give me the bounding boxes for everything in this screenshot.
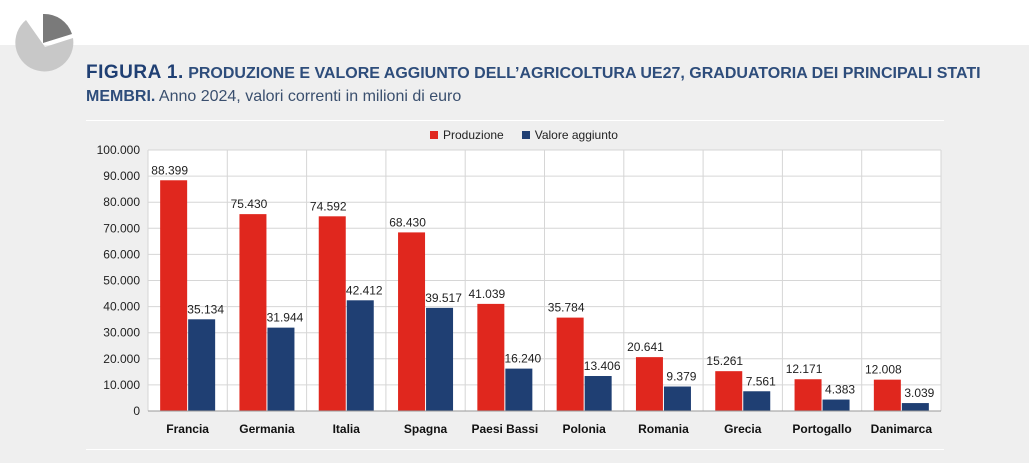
figure-title: FIGURA 1. PRODUZIONE E VALORE AGGIUNTO D… [86, 61, 986, 108]
x-category-label: Romania [638, 422, 689, 436]
bar-produzione [239, 214, 267, 411]
chart-legend: Produzione Valore aggiunto [430, 127, 636, 143]
bar-produzione [873, 379, 901, 411]
bar-produzione [794, 379, 822, 411]
data-label: 13.406 [584, 359, 621, 373]
bar-produzione [477, 303, 505, 411]
figure-subtitle: Anno 2024, valori correnti in milioni di… [158, 88, 462, 105]
figure-heading: PRODUZIONE E VALORE AGGIUNTO DELL’AGRICO… [86, 65, 981, 105]
bar-valore-aggiunto [267, 327, 295, 411]
x-category-label: Francia [166, 422, 209, 436]
x-category-label: Portogallo [792, 422, 851, 436]
bar-produzione [715, 371, 743, 411]
figure-label: FIGURA 1. [86, 62, 184, 83]
x-category-label: Polonia [562, 422, 606, 436]
x-category-label: Danimarca [871, 422, 933, 436]
data-label: 20.641 [627, 340, 664, 354]
legend-item-produzione: Produzione [430, 128, 504, 142]
data-label: 42.412 [346, 283, 383, 297]
bar-valore-aggiunto [188, 319, 216, 411]
y-tick-label: 20.000 [103, 352, 140, 366]
bar-valore-aggiunto [505, 368, 533, 411]
x-category-label: Germania [239, 422, 295, 436]
y-tick-label: 40.000 [103, 300, 140, 314]
bottom-divider [86, 449, 944, 450]
bar-produzione [160, 180, 188, 411]
data-label: 75.430 [231, 197, 268, 211]
data-label: 12.171 [786, 362, 823, 376]
bar-produzione [556, 317, 584, 411]
data-label: 35.134 [187, 302, 224, 316]
data-label: 16.240 [504, 352, 541, 366]
bar-produzione [635, 357, 663, 411]
data-label: 4.383 [825, 383, 855, 397]
data-label: 88.399 [151, 163, 188, 177]
bar-valore-aggiunto [901, 403, 929, 411]
legend-label-produzione: Produzione [443, 128, 504, 142]
x-category-label: Spagna [404, 422, 448, 436]
legend-item-valore-aggiunto: Valore aggiunto [521, 128, 618, 142]
legend-swatch-valore-aggiunto [521, 131, 530, 139]
data-label: 7.561 [746, 374, 776, 388]
y-tick-label: 60.000 [103, 247, 140, 261]
bar-produzione [318, 216, 346, 411]
bar-valore-aggiunto [584, 376, 612, 411]
bar-produzione [398, 232, 426, 411]
y-tick-label: 30.000 [103, 326, 140, 340]
data-label: 3.039 [904, 386, 934, 400]
y-tick-label: 10.000 [103, 378, 140, 392]
data-label: 39.517 [425, 291, 462, 305]
y-tick-label: 90.000 [103, 169, 140, 183]
data-label: 12.008 [865, 363, 902, 377]
bar-valore-aggiunto [346, 300, 374, 411]
y-tick-label: 50.000 [103, 274, 140, 288]
x-category-label: Paesi Bassi [471, 422, 538, 436]
data-label: 41.039 [468, 287, 505, 301]
bar-valore-aggiunto [663, 386, 691, 411]
legend-swatch-produzione [430, 131, 438, 139]
top-divider [86, 120, 944, 121]
x-category-label: Grecia [724, 422, 762, 436]
bar-valore-aggiunto [743, 391, 771, 411]
y-tick-label: 0 [133, 404, 140, 418]
data-label: 31.944 [267, 311, 304, 325]
data-label: 9.379 [666, 370, 696, 384]
bar-valore-aggiunto [426, 307, 454, 411]
y-tick-label: 100.000 [97, 143, 141, 157]
legend-label-valore-aggiunto: Valore aggiunto [534, 128, 618, 142]
data-label: 35.784 [548, 301, 585, 315]
bar-valore-aggiunto [822, 399, 850, 411]
data-label: 74.592 [310, 199, 347, 213]
y-tick-label: 80.000 [103, 195, 140, 209]
data-label: 15.261 [706, 354, 743, 368]
data-label: 68.430 [389, 215, 426, 229]
x-category-label: Italia [333, 422, 361, 436]
pie-logo-icon [15, 13, 74, 72]
y-tick-label: 70.000 [103, 221, 140, 235]
